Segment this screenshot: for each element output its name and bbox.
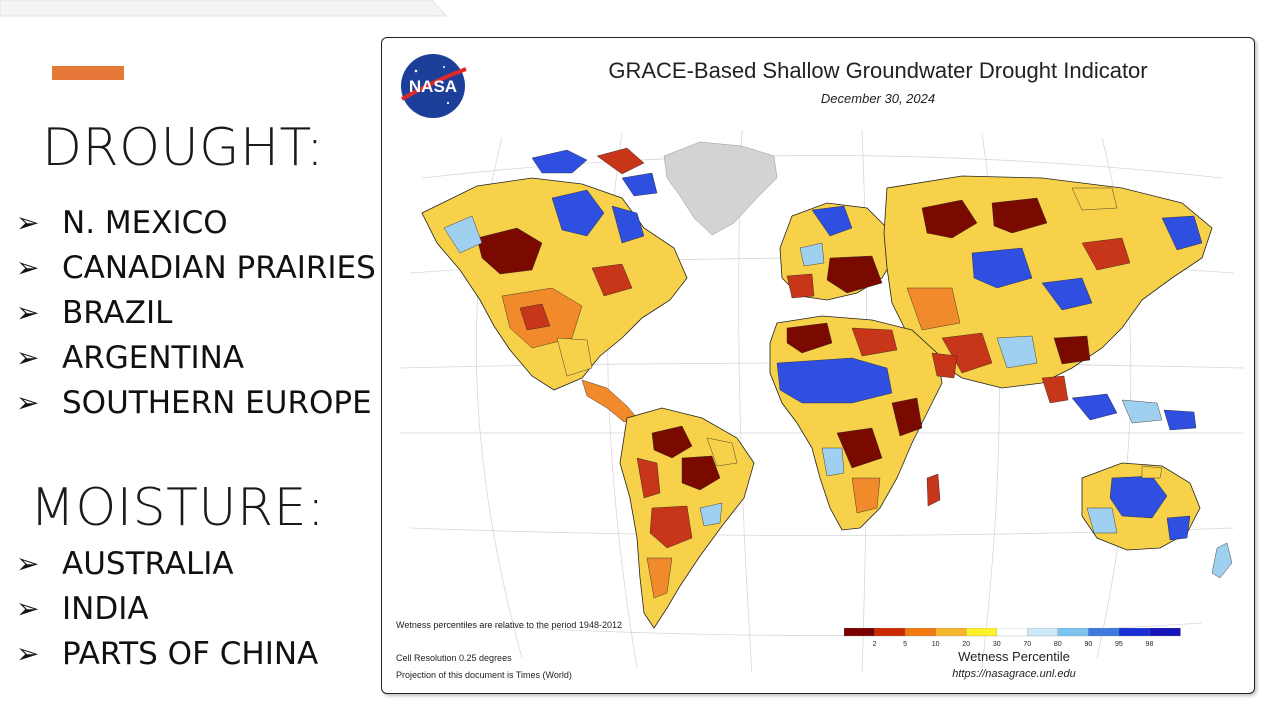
drought-item: ➢ BRAZIL <box>16 294 173 331</box>
legend-tick-label: 10 <box>932 641 940 648</box>
legend-swatch <box>935 628 967 637</box>
new-zealand-landmass <box>1211 542 1233 579</box>
legend-tick-label: 95 <box>1115 641 1123 648</box>
drought-map-figure: NASA GRACE-Based Shallow Groundwater Dro… <box>381 37 1255 694</box>
legend-swatch <box>966 628 998 637</box>
arrow-bullet-icon: ➢ <box>16 386 40 419</box>
drought-item: ➢ ARGENTINA <box>16 339 245 376</box>
note-period: Wetness percentiles are relative to the … <box>396 620 622 630</box>
north-america-landmass <box>421 177 688 391</box>
note-resolution: Cell Resolution 0.25 degrees <box>396 653 512 663</box>
madagascar-landmass <box>926 473 941 507</box>
legend-swatch <box>1057 628 1090 637</box>
arrow-bullet-icon: ➢ <box>16 637 40 670</box>
legend-tick-label: 5 <box>903 641 907 648</box>
europe-landmass <box>779 202 898 301</box>
legend-swatch <box>874 628 906 637</box>
map-date: December 30, 2024 <box>820 91 936 106</box>
australia-landmass <box>1081 462 1201 551</box>
slide-corner-decoration <box>0 0 448 17</box>
asia-landmass <box>883 175 1213 389</box>
moisture-heading: MOISTURE: <box>30 478 325 538</box>
map-title: GRACE-Based Shallow Groundwater Drought … <box>608 58 1148 83</box>
moisture-item: ➢ AUSTRALIA <box>16 545 234 582</box>
legend-tick-label: 20 <box>962 641 970 648</box>
nasa-logo-text: NASA <box>409 77 457 96</box>
legend-tick-label: 90 <box>1084 641 1092 648</box>
drought-item: ➢ CANADIAN PRAIRIES <box>16 249 376 286</box>
legend-title: Wetness Percentile <box>958 649 1070 664</box>
nasa-logo: NASA <box>401 54 467 118</box>
drought-list: ➢ N. MEXICO ➢ CANADIAN PRAIRIES ➢ BRAZIL ➢ A… <box>16 200 376 425</box>
south-america-landmass <box>619 407 755 629</box>
legend-swatch <box>904 628 937 637</box>
accent-bar <box>52 66 124 80</box>
legend-tick-label: 30 <box>993 641 1001 648</box>
arrow-bullet-icon: ➢ <box>16 547 40 580</box>
source-url-link[interactable]: https://nasagrace.unl.edu <box>952 668 1076 680</box>
drought-item: ➢ N. MEXICO <box>16 204 228 241</box>
moisture-item: ➢ INDIA <box>16 590 149 627</box>
arrow-bullet-icon: ➢ <box>16 251 40 284</box>
legend-tick-label: 98 <box>1146 641 1154 648</box>
legend-tick-label: 2 <box>873 641 877 648</box>
legend-swatch <box>1027 628 1059 637</box>
legend-swatch <box>844 628 876 637</box>
southeast-asia-landmass <box>1041 375 1197 431</box>
legend-swatch <box>996 628 1028 637</box>
arrow-bullet-icon: ➢ <box>16 592 40 625</box>
legend-tick-label: 70 <box>1023 641 1031 648</box>
world-map <box>399 129 1245 674</box>
greenland-landmass <box>663 141 778 236</box>
legend-color-bar: 2 5 10 20 30 70 80 90 95 98 <box>844 628 1181 648</box>
arrow-bullet-icon: ➢ <box>16 296 40 329</box>
arrow-bullet-icon: ➢ <box>16 341 40 374</box>
legend-tick-label: 80 <box>1054 641 1062 648</box>
arrow-bullet-icon: ➢ <box>16 206 40 239</box>
drought-item: ➢ SOUTHERN EUROPE <box>16 384 372 421</box>
arctic-islands <box>531 147 658 197</box>
note-projection: Projection of this document is Times (Wo… <box>396 670 572 680</box>
drought-heading: DROUGHT: <box>42 118 325 178</box>
africa-landmass <box>769 315 958 531</box>
legend-swatch <box>1149 628 1181 637</box>
legend-swatch <box>1118 628 1151 637</box>
moisture-item: ➢ PARTS OF CHINA <box>16 635 319 672</box>
legend-swatch <box>1088 628 1120 637</box>
moisture-list: ➢ AUSTRALIA ➢ INDIA ➢ PARTS OF CHINA <box>16 541 318 676</box>
